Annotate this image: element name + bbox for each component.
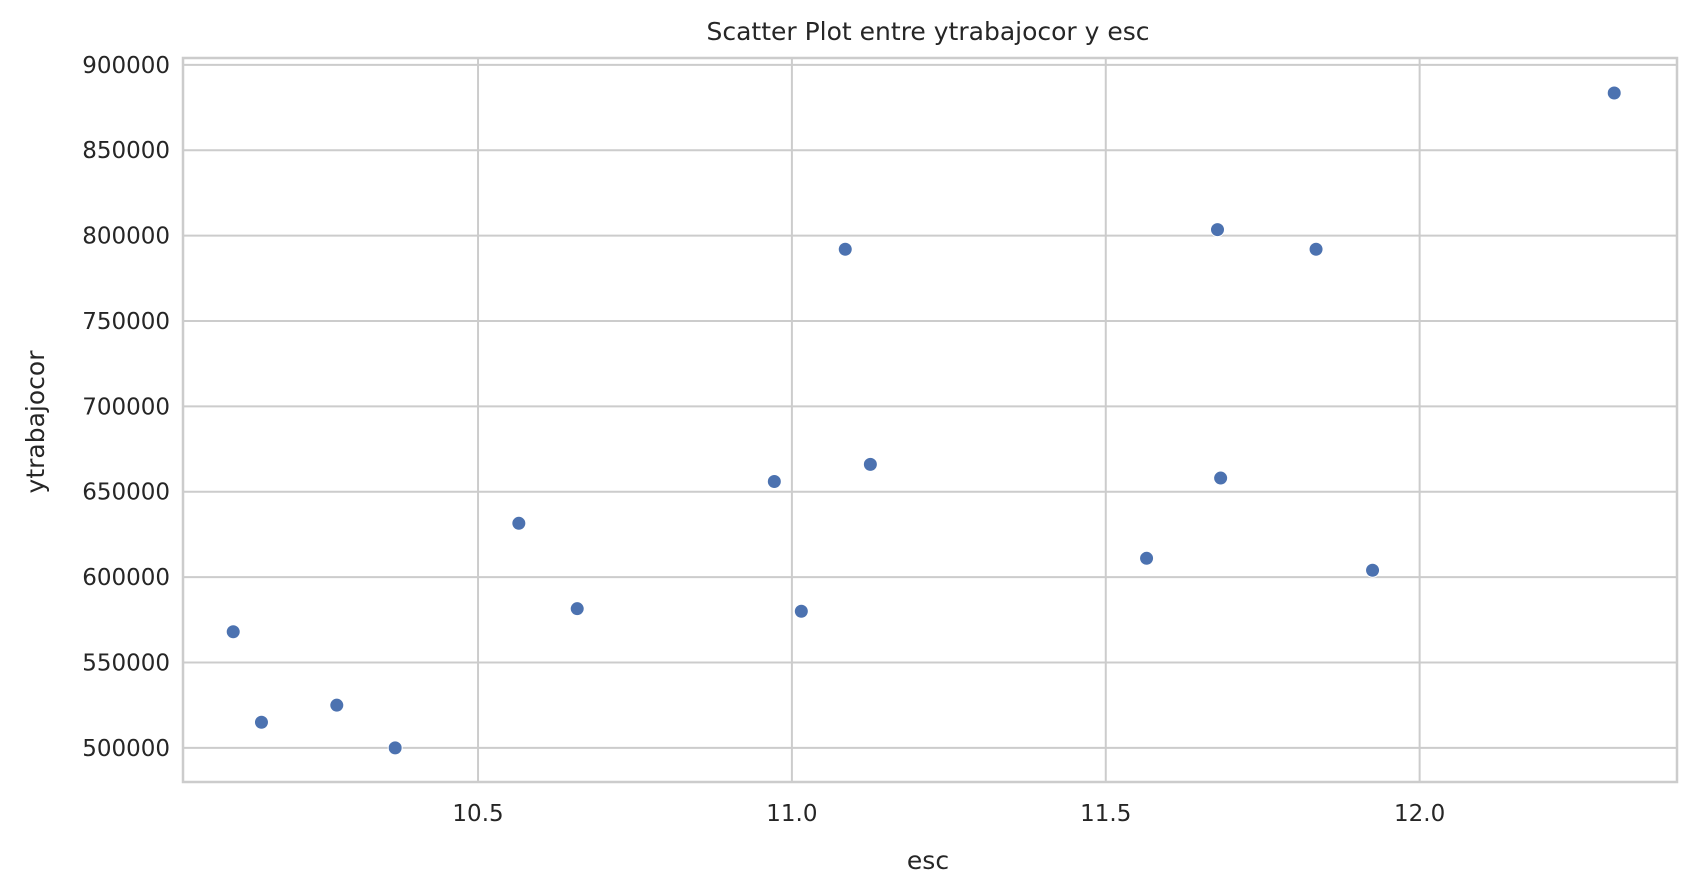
y-tick-label: 550000 [82,650,170,676]
y-axis: 500000 550000 600000 650000 700000 750000 8000… [82,53,170,762]
y-tick-label: 600000 [82,565,170,591]
scatter-point [1210,222,1226,238]
scatter-point [1213,470,1229,486]
scatter-point [225,624,241,640]
scatter-point [1308,241,1324,257]
scatter-point [1606,85,1622,101]
scatter-point [793,603,809,619]
scatter-point [387,740,403,756]
x-tick-label: 11.0 [766,801,817,827]
scatter-point [766,473,782,489]
scatter-point [569,601,585,617]
y-tick-label: 800000 [82,224,170,250]
grid [183,58,1677,782]
y-tick-label: 900000 [82,53,170,79]
y-tick-label: 500000 [82,736,170,762]
scatter-point [511,515,527,531]
chart-title: Scatter Plot entre ytrabajocor y esc [706,17,1149,46]
y-tick-label: 750000 [82,309,170,335]
x-tick-label: 10.5 [452,801,503,827]
y-tick-label: 700000 [82,394,170,420]
x-axis-label: esc [907,846,949,875]
x-tick-label: 12.0 [1394,801,1445,827]
scatter-point [1365,562,1381,578]
data-points [225,85,1622,756]
plot-frame [181,56,1679,784]
y-tick-label: 650000 [82,480,170,506]
y-axis-label: ytrabajocor [21,350,50,494]
y-tick-label: 850000 [82,138,170,164]
x-axis: 10.5 11.0 11.5 12.0 [452,801,1445,827]
scatter-point [1139,550,1155,566]
x-tick-label: 11.5 [1080,801,1131,827]
scatter-point [329,697,345,713]
scatter-point [862,456,878,472]
scatter-point [253,714,269,730]
scatter-point [837,241,853,257]
